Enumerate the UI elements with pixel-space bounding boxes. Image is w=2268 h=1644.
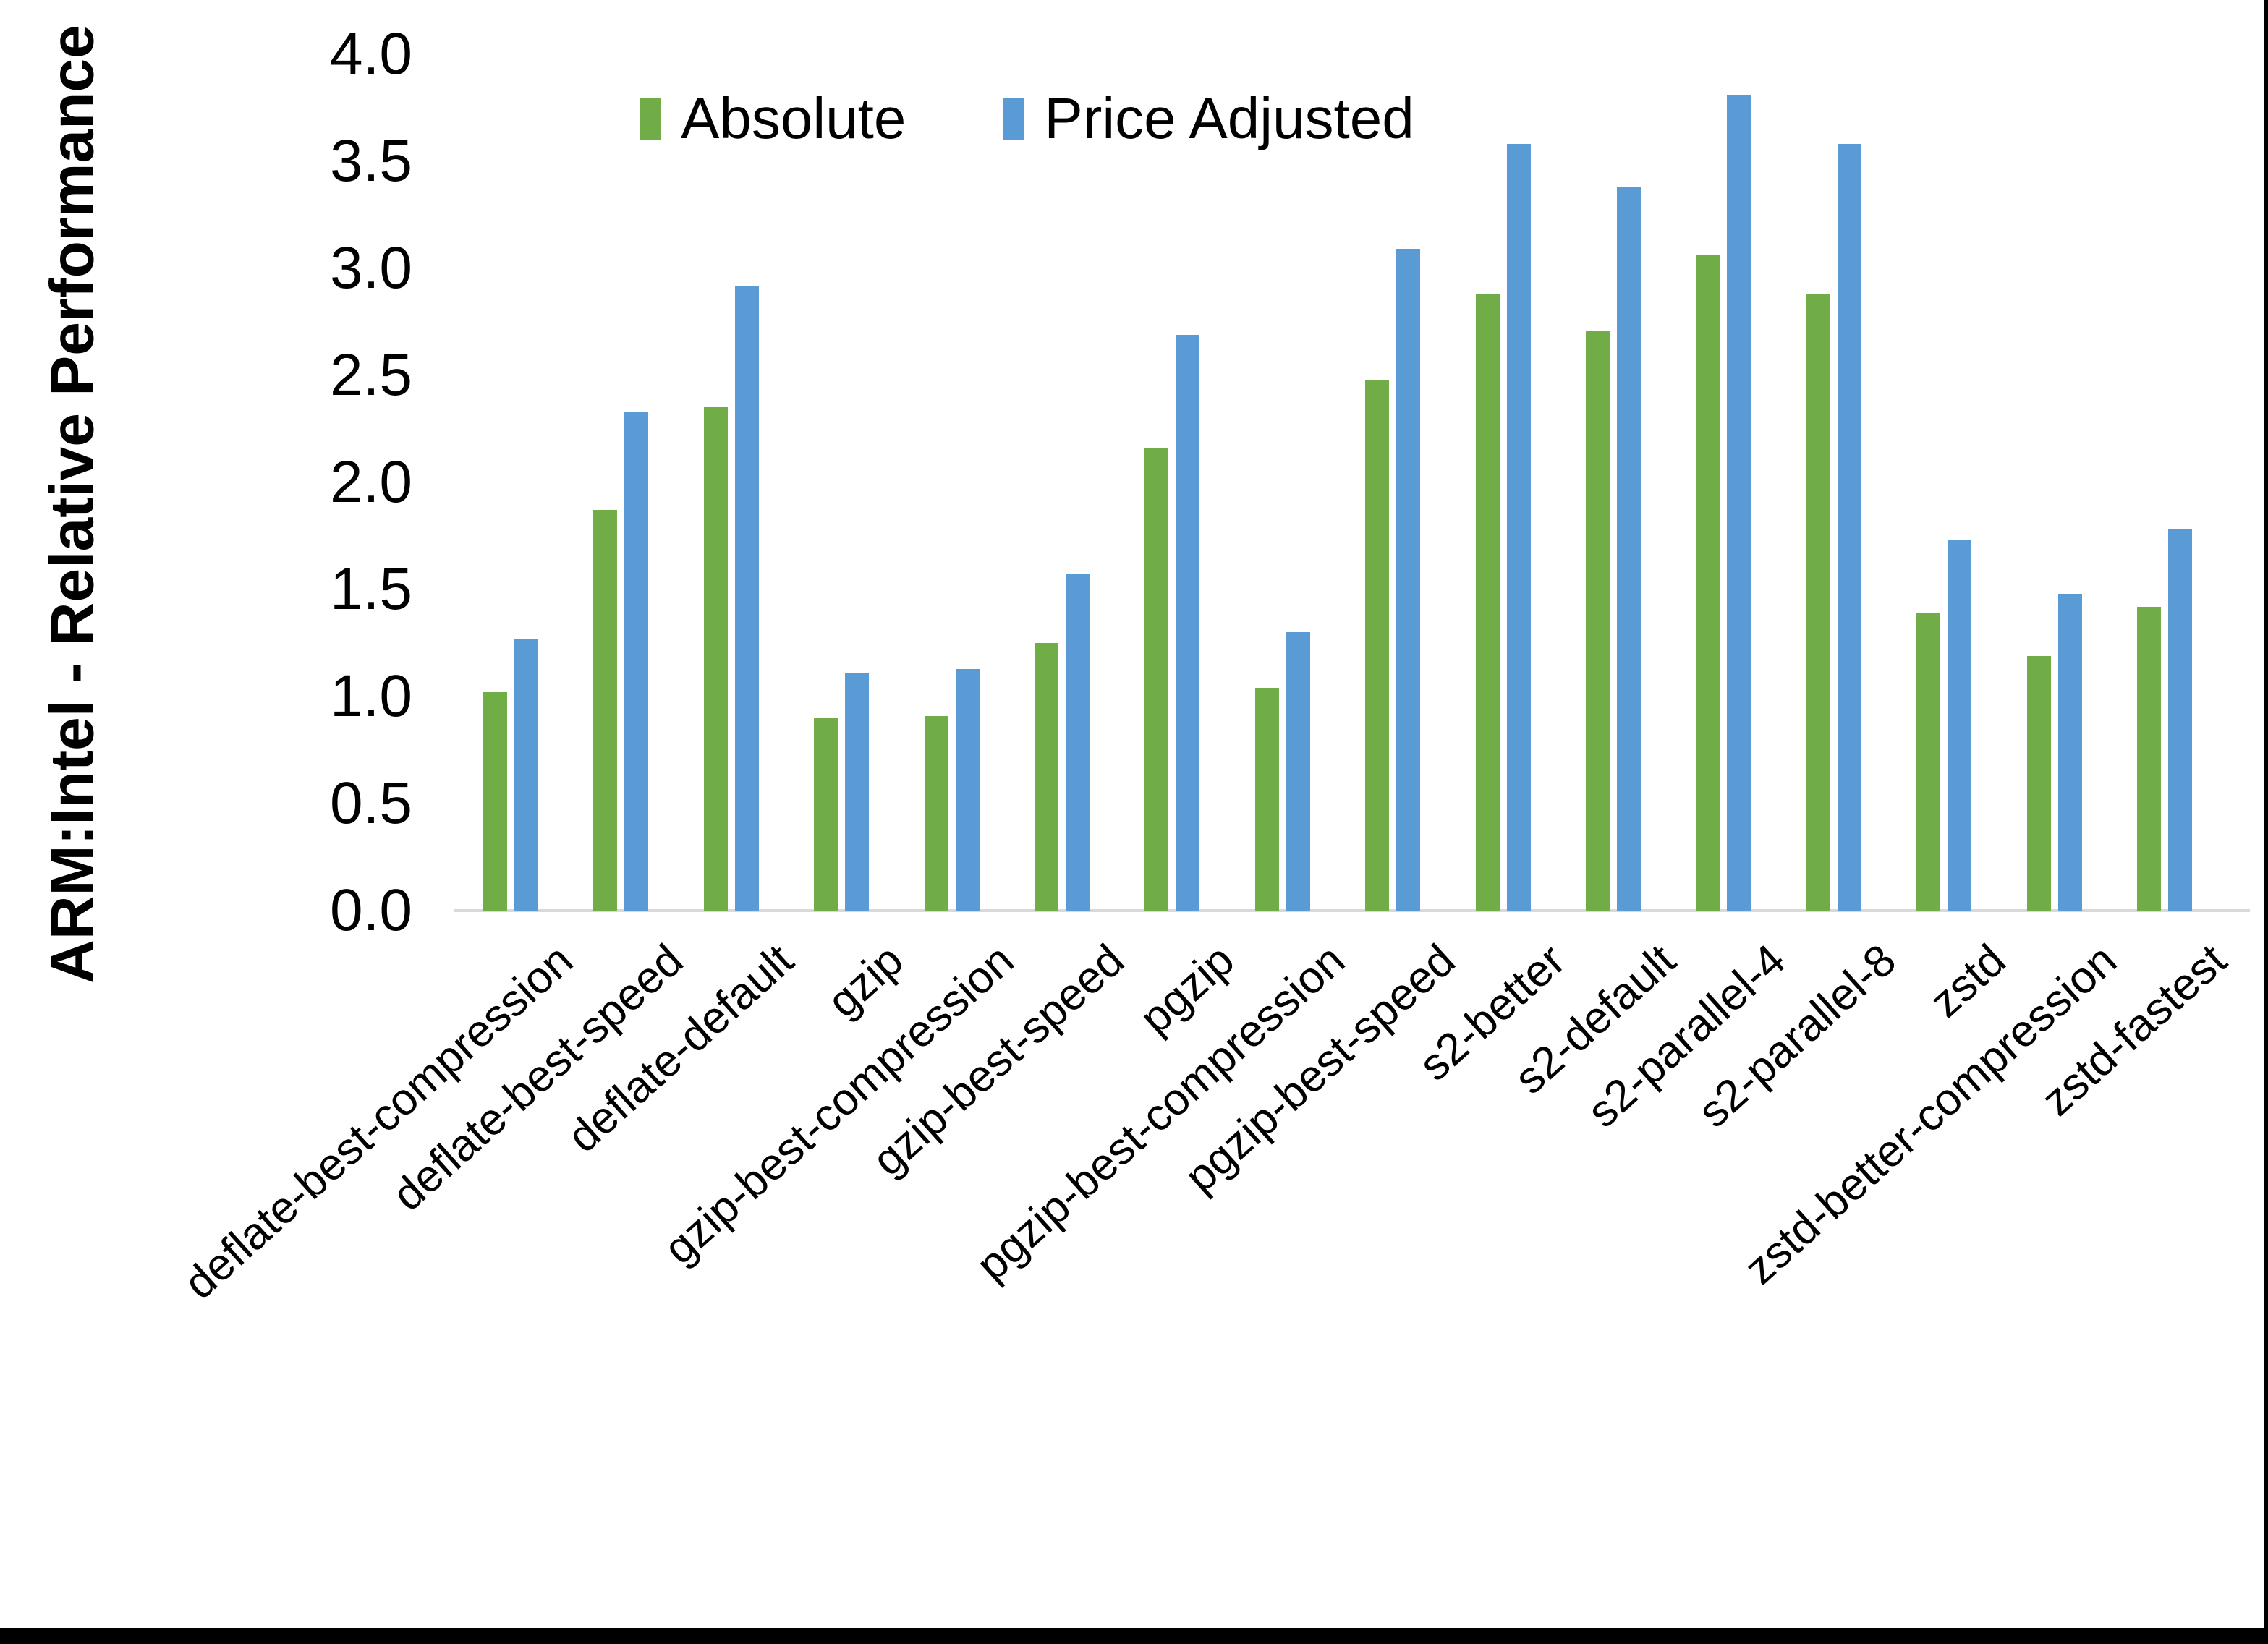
x-axis-label-gzip: gzip <box>818 934 914 1028</box>
bar-price-adjusted-deflate-best-speed <box>624 412 648 911</box>
bar-absolute-pgzip-best-compression <box>1255 688 1279 911</box>
x-axis-label-zstd: zstd <box>1921 934 2016 1028</box>
legend-item-absolute: Absolute <box>640 85 906 152</box>
x-axis-line <box>454 909 2250 912</box>
y-tick-label: 1.0 <box>330 663 412 729</box>
bar-price-adjusted-s2-parallel-4 <box>1727 95 1751 911</box>
y-tick-label: 2.0 <box>330 449 412 515</box>
bar-price-adjusted-gzip-best-speed <box>1066 574 1090 911</box>
bar-price-adjusted-pgzip-best-speed <box>1396 249 1420 911</box>
y-axis-title: ARM:Intel - Relative Performance <box>38 25 106 984</box>
frame-edge-bottom <box>0 1628 2268 1644</box>
bar-absolute-zstd-better-compression <box>2027 656 2051 911</box>
y-tick-label: 0.0 <box>330 877 412 943</box>
bar-absolute-s2-parallel-8 <box>1806 294 1830 911</box>
bar-absolute-s2-default <box>1586 331 1610 911</box>
bar-price-adjusted-gzip-best-compression <box>956 669 980 911</box>
y-tick-label: 4.0 <box>330 21 412 87</box>
bar-price-adjusted-pgzip <box>1176 335 1199 911</box>
bar-absolute-gzip-best-compression <box>925 716 948 911</box>
legend-item-price-adjusted: Price Adjusted <box>1003 85 1414 152</box>
bar-price-adjusted-zstd <box>1948 540 1971 911</box>
bar-price-adjusted-zstd-better-compression <box>2058 594 2082 911</box>
bar-price-adjusted-deflate-default <box>735 286 759 911</box>
y-tick-label: 2.5 <box>330 342 412 408</box>
bar-price-adjusted-deflate-best-compression <box>514 639 538 911</box>
frame-edge-right <box>2264 0 2268 1644</box>
y-tick-label: 0.5 <box>330 770 412 836</box>
bar-absolute-deflate-best-speed <box>593 510 617 911</box>
bar-absolute-deflate-default <box>704 407 728 911</box>
y-tick-label: 1.5 <box>330 556 412 622</box>
bar-absolute-s2-better <box>1476 294 1500 911</box>
legend: Absolute Price Adjusted <box>640 85 1414 152</box>
bar-price-adjusted-s2-default <box>1617 187 1641 911</box>
y-tick-label: 3.5 <box>330 128 412 194</box>
bar-price-adjusted-s2-parallel-8 <box>1838 144 1861 911</box>
bar-price-adjusted-pgzip-best-compression <box>1286 632 1310 911</box>
bar-absolute-pgzip <box>1144 448 1168 911</box>
bar-absolute-pgzip-best-speed <box>1365 380 1389 911</box>
bar-price-adjusted-s2-better <box>1507 144 1531 911</box>
bar-absolute-zstd-fastest <box>2137 607 2161 911</box>
legend-swatch-price-adjusted <box>1003 98 1024 140</box>
legend-label-price-adjusted: Price Adjusted <box>1044 86 1414 150</box>
bar-absolute-s2-parallel-4 <box>1696 255 1720 911</box>
bar-absolute-gzip <box>814 718 838 911</box>
bar-price-adjusted-zstd-fastest <box>2168 529 2192 911</box>
bar-price-adjusted-gzip <box>845 673 869 911</box>
bar-absolute-gzip-best-speed <box>1035 643 1058 911</box>
legend-label-absolute: Absolute <box>681 86 906 150</box>
bar-absolute-deflate-best-compression <box>483 692 507 911</box>
legend-swatch-absolute <box>640 98 661 140</box>
y-tick-label: 3.0 <box>330 235 412 301</box>
bar-absolute-zstd <box>1916 613 1940 911</box>
